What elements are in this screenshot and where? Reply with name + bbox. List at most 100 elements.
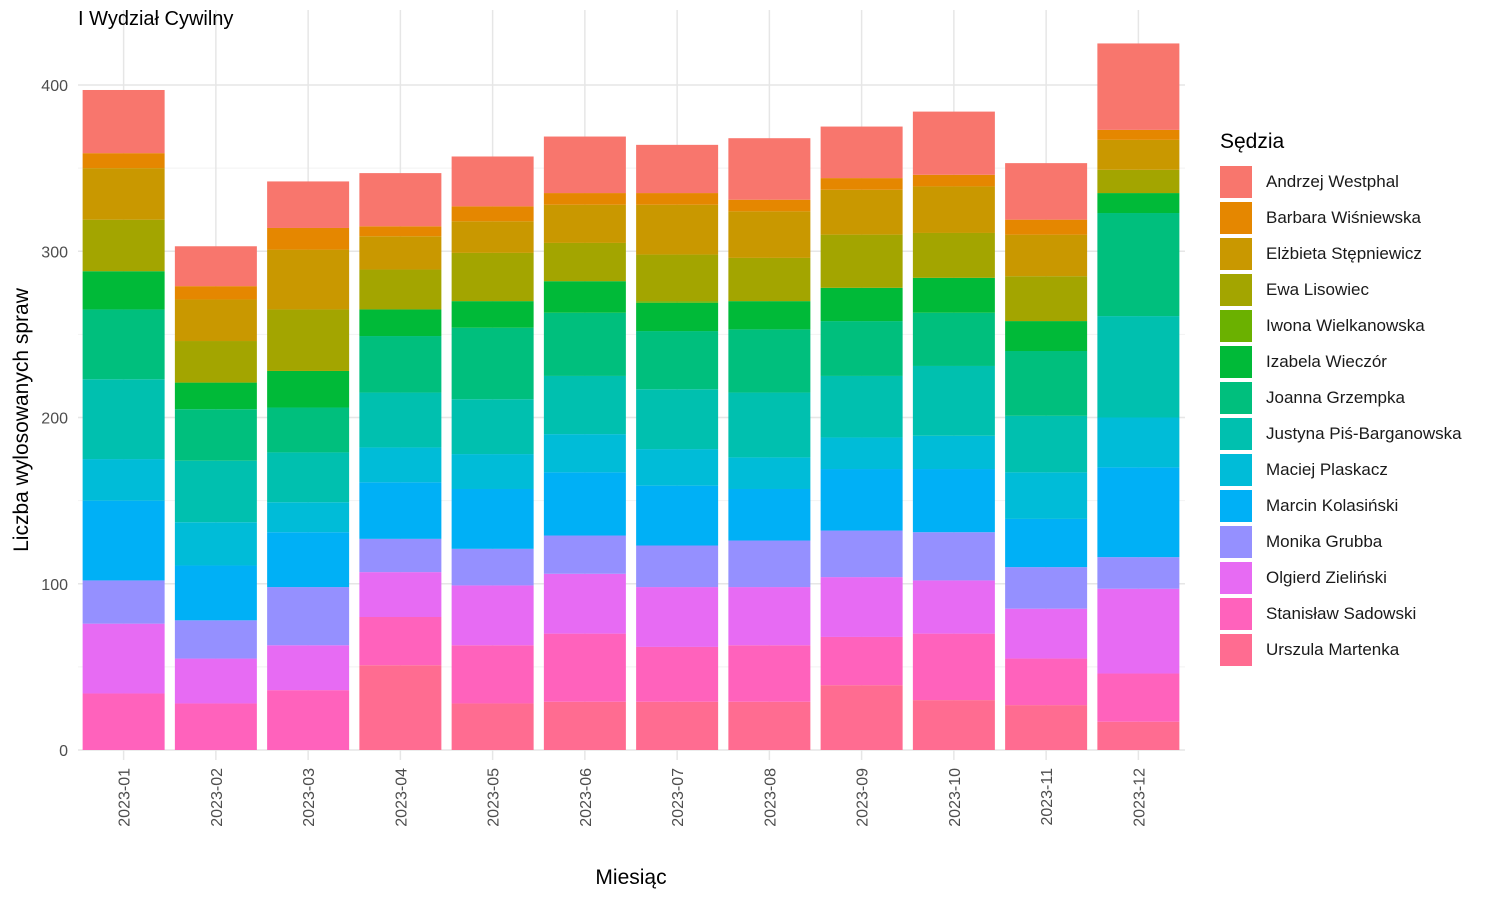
bar-segment [359, 309, 442, 337]
legend-swatch [1220, 454, 1252, 486]
bar-segment [82, 459, 165, 501]
bar-segment [451, 703, 534, 750]
bar-segment [1097, 588, 1180, 674]
bar-segment [728, 301, 811, 330]
bar-segment [451, 301, 534, 328]
bar-segment [543, 701, 626, 750]
bar-segment [359, 269, 442, 310]
legend-items: Andrzej Westphal Barbara Wiśniewska Elżbie… [1220, 164, 1462, 668]
bar-segment [912, 469, 995, 533]
bar-segment [912, 277, 995, 313]
bar-segment [359, 336, 442, 393]
legend-item: Andrzej Westphal [1220, 164, 1462, 200]
bar-segment [1005, 234, 1088, 277]
bar-segment [543, 204, 626, 243]
bar-segment [1005, 658, 1088, 706]
bar-segment [543, 242, 626, 282]
bar-segment [267, 532, 350, 588]
bar-segment [912, 186, 995, 233]
legend-item: Olgierd Zieliński [1220, 560, 1462, 596]
bars [82, 43, 1180, 750]
bar-segment [820, 636, 903, 686]
bar-segment [267, 370, 350, 408]
bar-segment [82, 500, 165, 581]
bar-segment [451, 399, 534, 455]
bar-segment [728, 138, 811, 200]
bar-segment [82, 309, 165, 380]
bar-segment [359, 447, 442, 483]
bar-segment [267, 690, 350, 750]
bar-segment [728, 199, 811, 212]
bar-segment [267, 227, 350, 250]
x-tick-label: 2023-12 [1131, 768, 1148, 827]
bar-segment [912, 580, 995, 634]
bar-segment [359, 617, 442, 666]
bar-segment [543, 136, 626, 194]
legend-swatch [1220, 310, 1252, 342]
bar-segment [174, 382, 257, 410]
bar-segment [82, 153, 165, 169]
bar-segment [359, 572, 442, 617]
bar-segment [1097, 316, 1180, 418]
x-tick-label: 2023-07 [670, 768, 687, 827]
bar-segment [728, 457, 811, 489]
bar-segment [1097, 139, 1180, 170]
legend-label: Stanisław Sadowski [1266, 604, 1417, 623]
bar-segment [728, 392, 811, 458]
bar-segment [543, 535, 626, 574]
bar-segment [820, 437, 903, 470]
bar-segment [636, 545, 719, 588]
legend-title: Sędzia [1220, 130, 1285, 153]
bar-segment [636, 193, 719, 205]
bar-segment [359, 665, 442, 750]
legend-swatch [1220, 166, 1252, 198]
y-tick-label: 0 [59, 743, 68, 760]
bar-segment [636, 254, 719, 302]
bar-segment [1005, 567, 1088, 609]
bar-segment [174, 299, 257, 342]
y-tick-label: 300 [41, 244, 68, 261]
bar-segment [174, 246, 257, 287]
y-axis-ticks: 0 100 200 300 400 [41, 78, 68, 760]
bar-segment [728, 701, 811, 750]
legend-label: Ewa Lisowiec [1266, 280, 1369, 299]
x-tick-label: 2023-11 [1039, 768, 1056, 826]
bar-segment [1097, 43, 1180, 130]
legend-label: Marcin Kolasiński [1266, 496, 1399, 515]
legend-swatch [1220, 526, 1252, 558]
bar-segment [1097, 673, 1180, 722]
legend-swatch [1220, 634, 1252, 666]
bar-segment [543, 472, 626, 536]
bar-segment [820, 685, 903, 750]
bar-segment [359, 538, 442, 573]
x-tick-label: 2023-06 [578, 768, 595, 827]
legend-swatch [1220, 490, 1252, 522]
bar-segment [1005, 705, 1088, 750]
bar-segment [174, 522, 257, 566]
legend-item: Monika Grubba [1220, 524, 1462, 560]
bar-segment [728, 587, 811, 646]
y-tick-label: 200 [41, 411, 68, 428]
bar-segment [451, 206, 534, 222]
legend-item: Marcin Kolasiński [1220, 488, 1462, 524]
legend-item: Elżbieta Stępniewicz [1220, 236, 1462, 272]
bar-segment [912, 232, 995, 278]
bar-segment [912, 532, 995, 581]
legend-item: Justyna Piś-Barganowska [1220, 416, 1462, 452]
bar-segment [267, 452, 350, 503]
bar-segment [636, 331, 719, 390]
legend-swatch [1220, 418, 1252, 450]
bar-segment [728, 488, 811, 541]
bar-segment [1005, 219, 1088, 235]
legend-item: Joanna Grzempka [1220, 380, 1462, 416]
bar-segment [174, 460, 257, 523]
legend-label: Joanna Grzempka [1266, 388, 1405, 407]
bar-segment [174, 286, 257, 300]
bar-segment [1097, 467, 1180, 558]
bar-segment [451, 156, 534, 207]
bar-segment [1097, 721, 1180, 750]
bar-segment [543, 375, 626, 435]
bar-segment [359, 226, 442, 237]
bar-segment [451, 221, 534, 253]
bar-segment [1005, 276, 1088, 322]
